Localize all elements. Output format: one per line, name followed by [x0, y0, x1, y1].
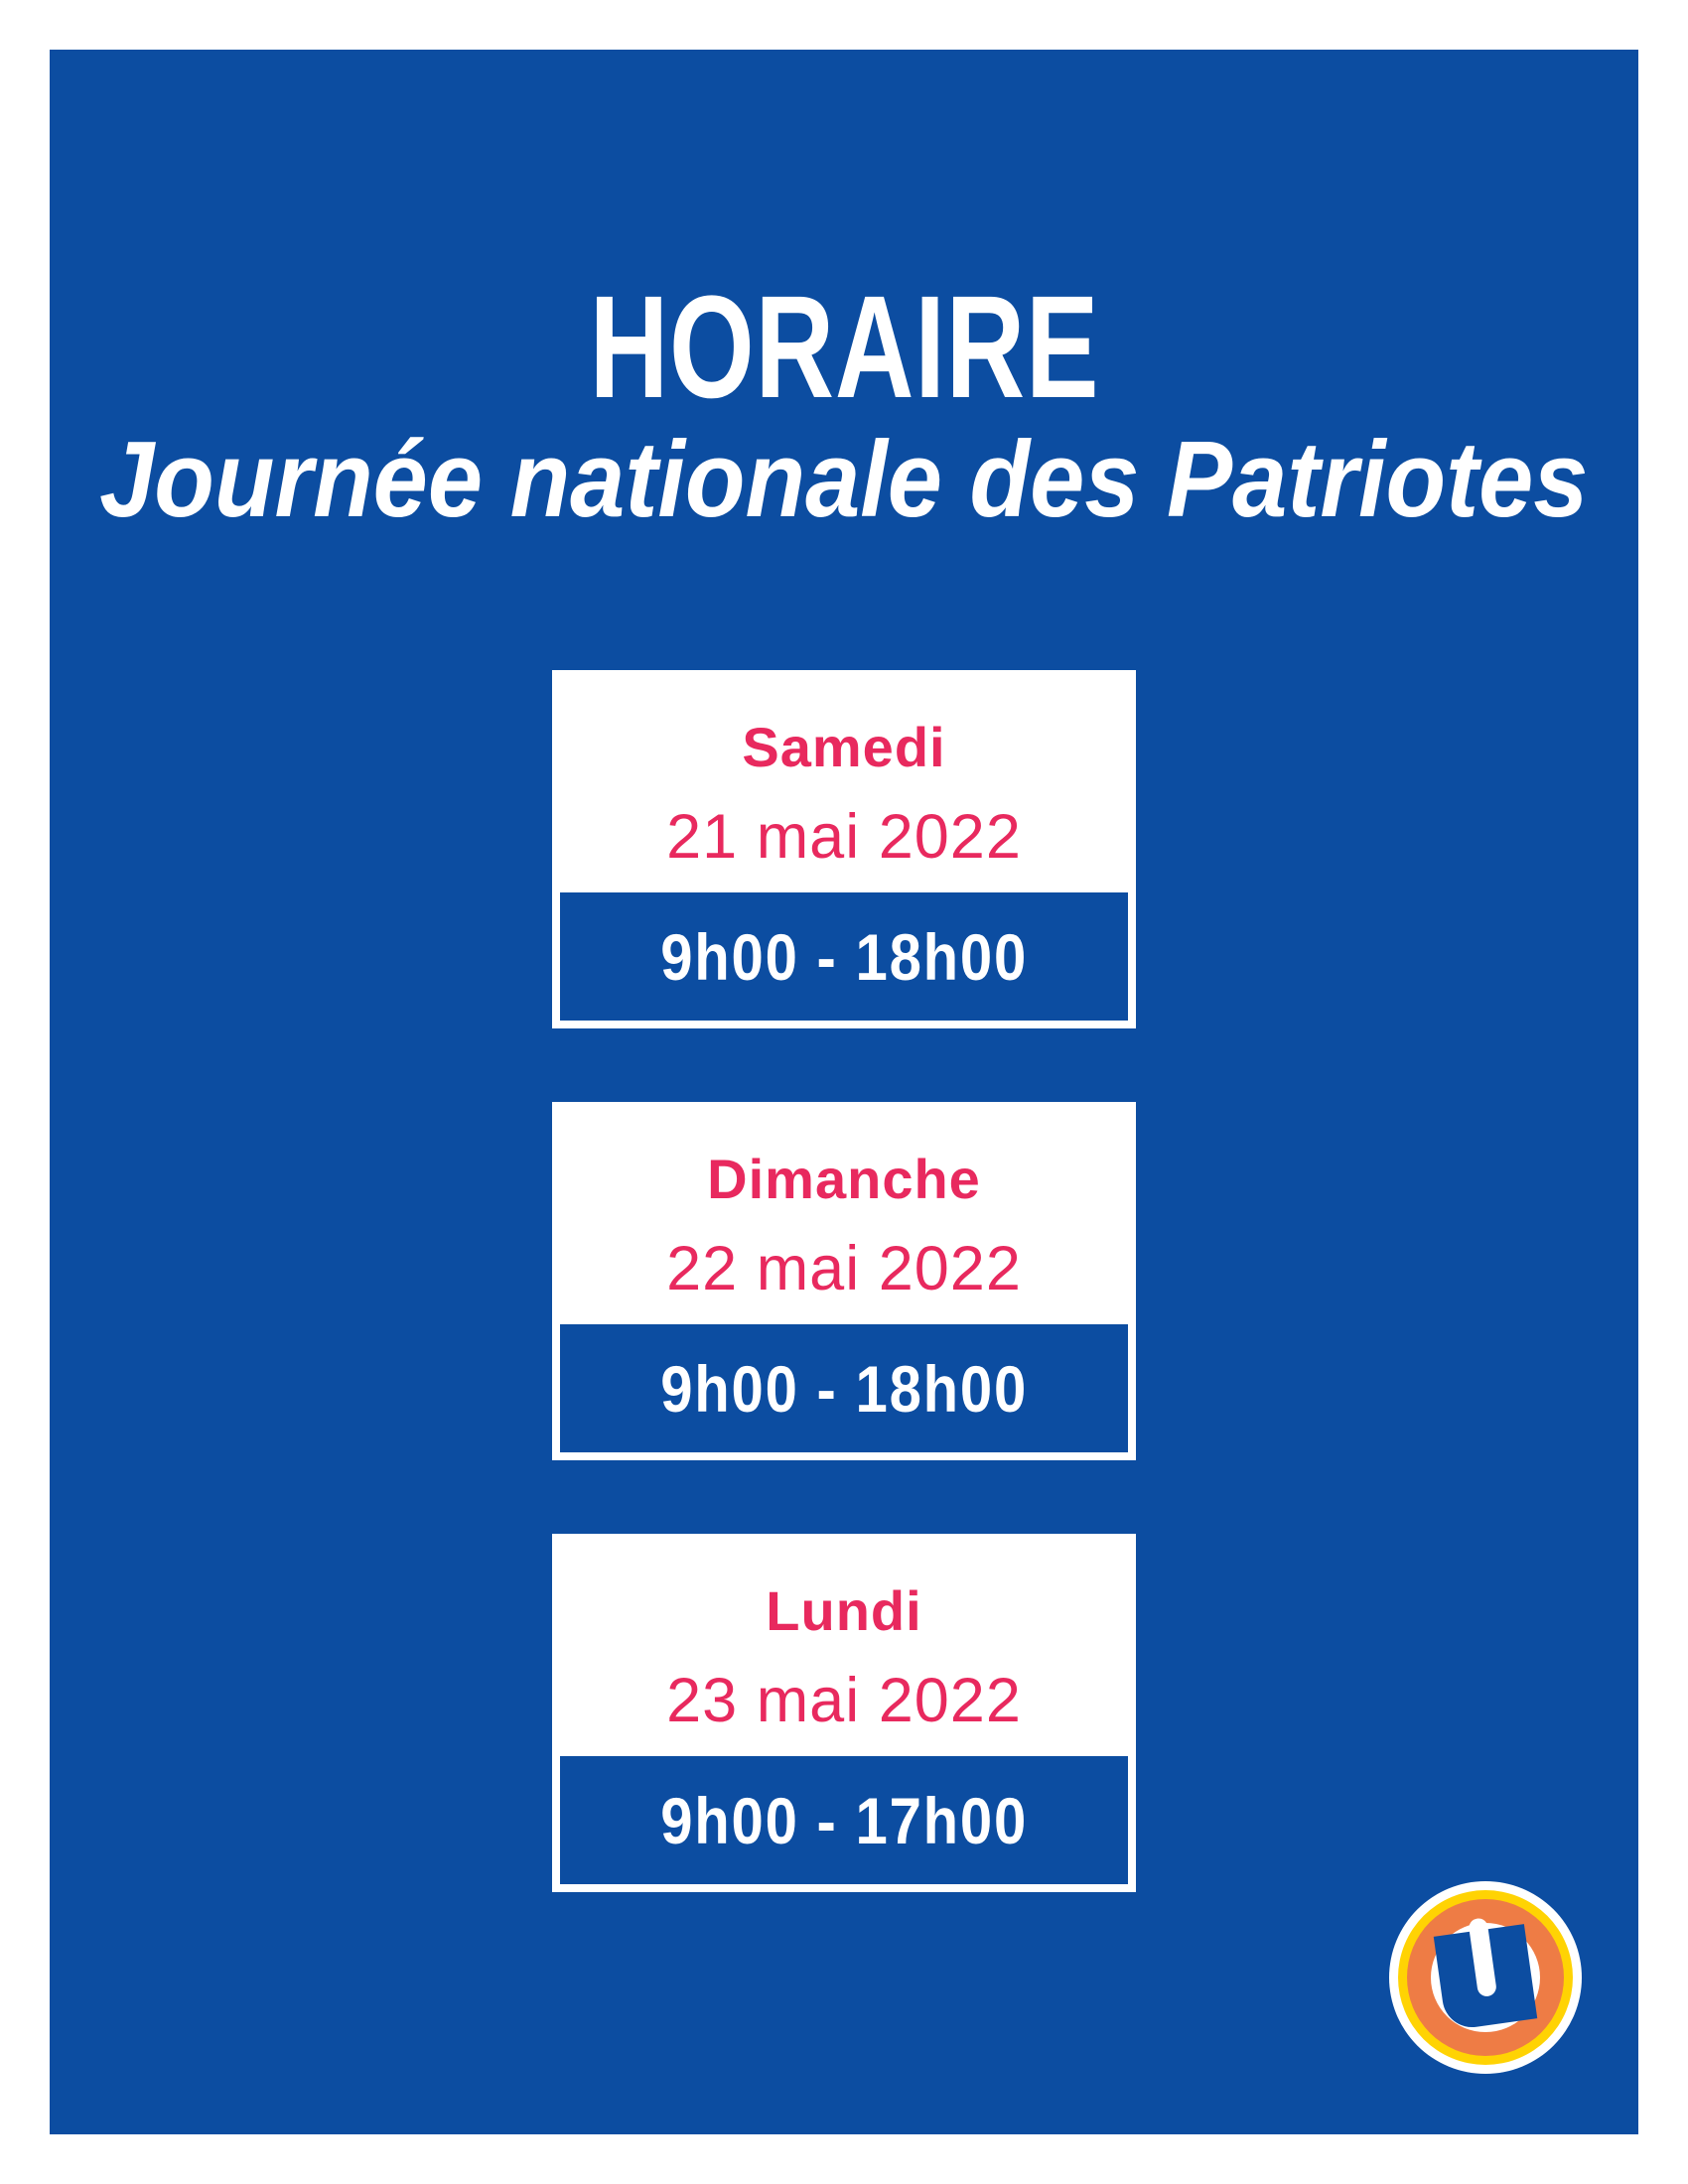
hours-bar: 9h00 - 18h00	[560, 1324, 1128, 1452]
date-label: 23 mai 2022	[666, 1666, 1022, 1735]
schedule-card-saturday: Samedi 21 mai 2022 9h00 - 18h00	[552, 670, 1136, 1028]
date-label: 21 mai 2022	[666, 802, 1022, 872]
hours-bar: 9h00 - 17h00	[560, 1756, 1128, 1884]
day-label: Samedi	[742, 716, 946, 778]
subtitle-row: Journée nationale des Patriotes	[50, 426, 1638, 534]
uniprix-logo-icon	[1389, 1881, 1582, 2074]
title-row: HORAIRE	[50, 275, 1638, 421]
logo-u-letter	[1433, 1918, 1538, 2028]
hours-bar: 9h00 - 18h00	[560, 892, 1128, 1021]
hours-label: 9h00 - 18h00	[660, 919, 1028, 994]
card-body: Lundi 23 mai 2022	[560, 1534, 1128, 1756]
schedule-card-monday: Lundi 23 mai 2022 9h00 - 17h00	[552, 1534, 1136, 1892]
date-label: 22 mai 2022	[666, 1234, 1022, 1303]
day-label: Dimanche	[707, 1148, 981, 1210]
card-body: Samedi 21 mai 2022	[560, 670, 1128, 892]
page-title: HORAIRE	[589, 266, 1099, 429]
hours-label: 9h00 - 17h00	[660, 1783, 1028, 1857]
schedule-card-sunday: Dimanche 22 mai 2022 9h00 - 18h00	[552, 1102, 1136, 1460]
hours-label: 9h00 - 18h00	[660, 1351, 1028, 1426]
day-label: Lundi	[766, 1579, 922, 1642]
blue-panel: HORAIRE Journée nationale des Patriotes …	[50, 50, 1638, 2134]
page-subtitle: Journée nationale des Patriotes	[99, 419, 1589, 540]
card-body: Dimanche 22 mai 2022	[560, 1102, 1128, 1324]
